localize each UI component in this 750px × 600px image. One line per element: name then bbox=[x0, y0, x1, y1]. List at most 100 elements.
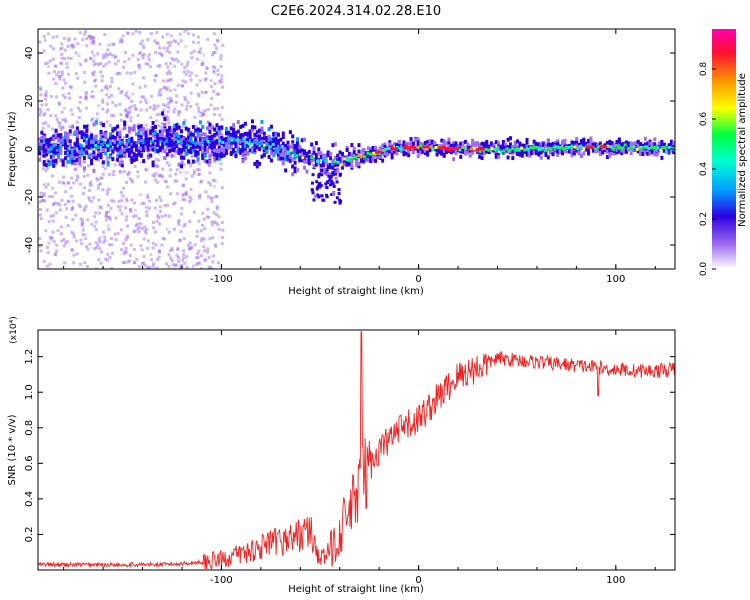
heatmap-cell bbox=[57, 101, 61, 105]
heatmap-cell bbox=[357, 153, 361, 157]
heatmap-cell bbox=[161, 133, 165, 138]
heatmap-cell bbox=[255, 130, 259, 135]
heatmap-cell bbox=[129, 116, 133, 120]
heatmap-cell bbox=[82, 166, 86, 171]
heatmap-cell bbox=[122, 252, 126, 256]
heatmap-cell bbox=[167, 214, 171, 218]
heatmap-cell bbox=[183, 36, 187, 40]
heatmap-cell bbox=[333, 200, 337, 204]
heatmap-cell bbox=[204, 263, 208, 267]
heatmap-cell bbox=[575, 139, 579, 144]
heatmap-cell bbox=[137, 149, 141, 154]
heatmap-cell bbox=[241, 145, 245, 150]
heatmap-cell bbox=[277, 147, 281, 151]
heatmap-cell bbox=[130, 145, 134, 150]
heatmap-cell bbox=[160, 215, 164, 219]
heatmap-cell bbox=[38, 137, 41, 142]
heatmap-cell bbox=[466, 145, 470, 150]
heatmap-cell bbox=[126, 140, 130, 144]
heatmap-cell bbox=[89, 56, 93, 60]
heatmap-cell bbox=[658, 141, 662, 146]
heatmap-cell bbox=[629, 141, 633, 146]
heatmap-cell bbox=[362, 159, 366, 164]
heatmap-cell bbox=[109, 236, 113, 240]
heatmap-cell bbox=[208, 265, 212, 269]
heatmap-cell bbox=[659, 148, 663, 152]
heatmap-cell bbox=[109, 199, 113, 203]
heatmap-cell bbox=[142, 42, 146, 46]
heatmap-cell bbox=[59, 150, 63, 155]
heatmap-cell bbox=[187, 134, 191, 139]
heatmap-cell bbox=[59, 232, 63, 236]
heatmap-cell bbox=[201, 211, 205, 215]
heatmap-cell bbox=[186, 100, 190, 104]
heatmap-cell bbox=[113, 232, 117, 236]
heatmap-cell bbox=[92, 168, 96, 173]
heatmap-cell bbox=[605, 154, 609, 159]
heatmap-cell bbox=[104, 134, 108, 139]
spec-ytick-label: -20 bbox=[24, 189, 35, 205]
heatmap-cell bbox=[52, 149, 56, 154]
heatmap-cell bbox=[303, 155, 307, 160]
heatmap-cell bbox=[81, 38, 85, 42]
heatmap-cell bbox=[56, 85, 60, 89]
heatmap-cell bbox=[525, 137, 529, 142]
heatmap-cell bbox=[546, 139, 550, 144]
heatmap-cell bbox=[208, 171, 212, 175]
heatmap-cell bbox=[56, 133, 60, 138]
heatmap-cell bbox=[149, 31, 153, 35]
heatmap-cell bbox=[149, 146, 153, 151]
heatmap-cell bbox=[186, 60, 190, 64]
heatmap-cell bbox=[173, 201, 177, 205]
heatmap-cell bbox=[262, 153, 266, 158]
heatmap-cell bbox=[206, 147, 210, 152]
heatmap-cell bbox=[98, 42, 102, 46]
heatmap-cell bbox=[310, 153, 314, 158]
heatmap-cell bbox=[125, 199, 129, 203]
heatmap-cell bbox=[579, 142, 583, 147]
heatmap-cell bbox=[73, 168, 77, 172]
heatmap-cell bbox=[324, 156, 328, 161]
heatmap-cell bbox=[248, 130, 252, 135]
heatmap-cell bbox=[608, 139, 612, 144]
heatmap-cell bbox=[279, 156, 283, 161]
heatmap-cell bbox=[229, 132, 233, 137]
heatmap-cell bbox=[192, 49, 196, 53]
heatmap-cell bbox=[336, 158, 340, 163]
heatmap-cell bbox=[121, 34, 125, 38]
heatmap-cell bbox=[610, 151, 614, 156]
heatmap-cell bbox=[506, 145, 510, 150]
heatmap-cell bbox=[163, 122, 167, 127]
heatmap-cell bbox=[392, 142, 396, 147]
heatmap-cell bbox=[471, 138, 475, 143]
heatmap-cell bbox=[546, 142, 550, 147]
heatmap-cell bbox=[74, 51, 78, 55]
heatmap-cell bbox=[137, 125, 141, 130]
heatmap-cell bbox=[216, 73, 220, 77]
heatmap-cell bbox=[144, 130, 148, 135]
heatmap-cell bbox=[662, 142, 666, 147]
heatmap-cell bbox=[60, 52, 64, 56]
heatmap-cell bbox=[147, 239, 151, 243]
heatmap-cell bbox=[613, 142, 617, 147]
heatmap-cell bbox=[214, 244, 218, 248]
heatmap-cell bbox=[518, 152, 522, 157]
heatmap-cell bbox=[513, 143, 517, 148]
heatmap-cell bbox=[137, 130, 141, 135]
heatmap-cell bbox=[92, 73, 96, 77]
heatmap-cell bbox=[608, 142, 612, 147]
heatmap-cell bbox=[129, 209, 133, 213]
heatmap-cell bbox=[129, 72, 133, 76]
heatmap-cell bbox=[192, 33, 196, 37]
heatmap-cell bbox=[478, 149, 482, 153]
heatmap-cell bbox=[333, 172, 337, 176]
heatmap-cell bbox=[291, 164, 295, 169]
heatmap-cell bbox=[195, 229, 199, 233]
heatmap-cell bbox=[151, 221, 155, 225]
heatmap-cell bbox=[192, 156, 196, 160]
snr-ylabel: SNR (10 * v/v) bbox=[7, 414, 18, 485]
heatmap-cell bbox=[66, 132, 70, 137]
heatmap-cell bbox=[229, 143, 233, 148]
heatmap-cell bbox=[179, 261, 183, 265]
heatmap-cell bbox=[232, 123, 236, 128]
